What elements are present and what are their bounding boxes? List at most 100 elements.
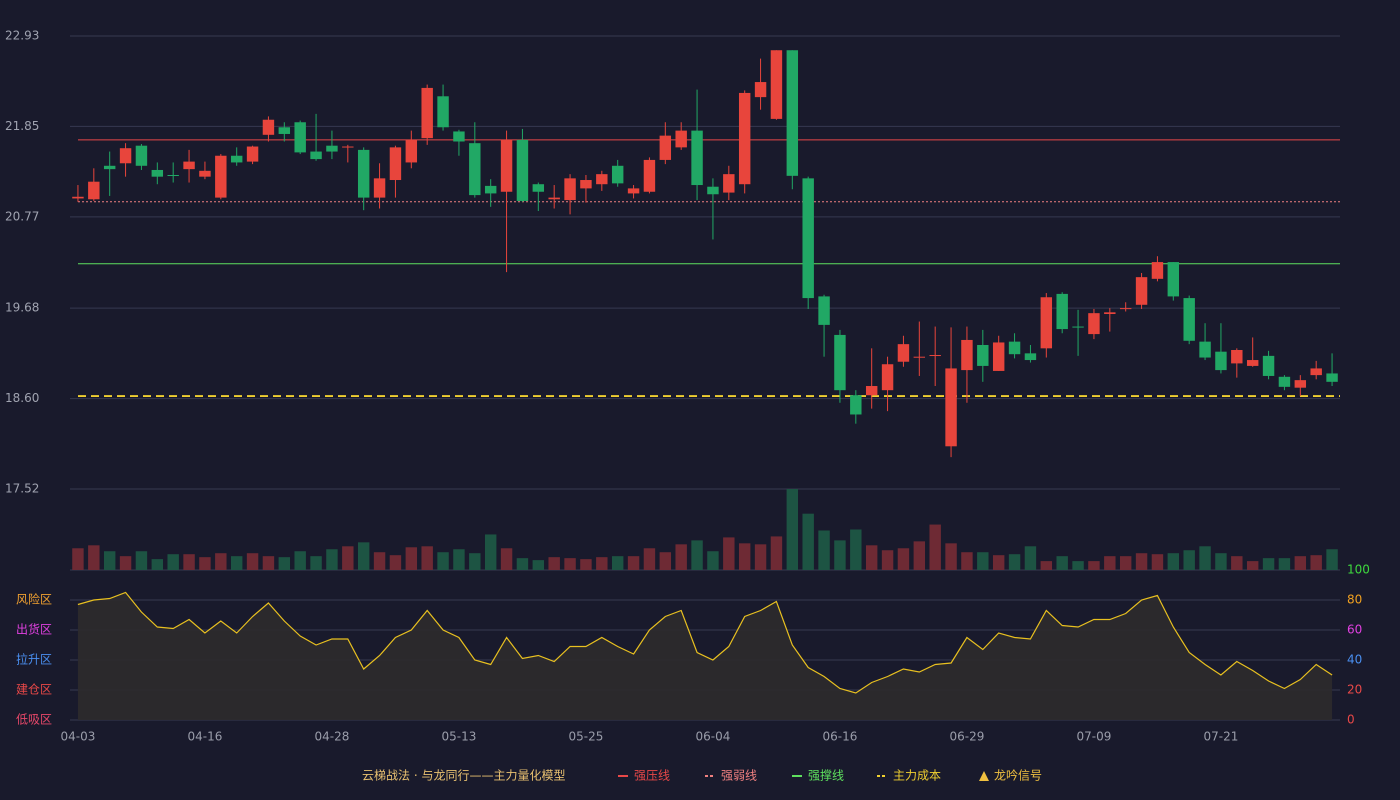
candle-body	[1104, 312, 1116, 314]
volume-bar	[230, 556, 243, 570]
legend-label: 强压线	[634, 769, 670, 783]
legend-symbol	[979, 771, 989, 781]
candle-body	[945, 368, 957, 447]
volume-bar	[215, 553, 227, 570]
candle-body	[786, 50, 799, 176]
osc-line	[77, 591, 1333, 694]
candle-body	[516, 139, 529, 201]
volume-bar	[818, 530, 830, 570]
volume-bar	[691, 540, 703, 570]
volume-bar	[770, 536, 783, 570]
candle-body	[643, 159, 656, 192]
volume-bar	[405, 547, 418, 570]
volume-bar	[913, 541, 926, 570]
candle-body	[1310, 368, 1322, 376]
volume-bar	[596, 557, 608, 570]
candle-body	[1183, 298, 1195, 341]
candle-body	[707, 186, 719, 195]
volume-bar	[342, 546, 354, 570]
candle-body	[215, 155, 227, 198]
candle-body	[691, 130, 703, 186]
zone-label: 出货区	[16, 622, 52, 637]
candle-body	[88, 181, 100, 200]
volume-bar	[88, 545, 100, 570]
candle-body	[326, 145, 338, 152]
candle-body	[1040, 297, 1053, 349]
volume-bar	[850, 529, 862, 570]
volume-bar	[246, 553, 259, 570]
volume-bar	[1088, 561, 1100, 570]
volume-bar	[1040, 561, 1053, 570]
candle-body	[1167, 262, 1180, 297]
x-tick-label: 07-09	[1077, 730, 1112, 744]
legend-label: 主力成本	[893, 769, 941, 783]
volume-bar	[786, 489, 799, 570]
volume-bar	[119, 556, 132, 570]
candle-body	[167, 174, 179, 176]
candle-body	[405, 139, 418, 163]
legend-label: 强撑线	[808, 768, 844, 783]
candle-body	[135, 145, 148, 166]
zone-label: 低吸区	[16, 713, 52, 727]
candle-body	[119, 148, 132, 164]
candle-body	[1278, 376, 1291, 387]
volume-bar	[1199, 546, 1211, 570]
volume-bar	[723, 537, 735, 570]
candle-body	[453, 131, 465, 142]
volume-bar	[659, 552, 672, 570]
volume-bar	[389, 555, 402, 570]
candle-body	[1326, 373, 1338, 382]
x-tick-label: 05-25	[569, 730, 604, 744]
volume-bar	[611, 556, 624, 570]
zone-label: 风险区	[16, 592, 52, 607]
zone-label: 建仓区	[16, 683, 52, 697]
candle-body	[1151, 262, 1164, 279]
candle-body	[992, 342, 1005, 371]
osc-tick-label: 100	[1347, 563, 1370, 577]
volume-bar	[199, 557, 211, 570]
volume-bar	[707, 551, 719, 570]
candle-body	[72, 196, 84, 199]
osc-tick-label: 80	[1347, 593, 1362, 607]
volume-bar	[1294, 556, 1307, 570]
candle-body	[373, 178, 386, 198]
volume-bar	[929, 524, 941, 570]
candle-body	[977, 344, 989, 366]
volume-bar	[437, 552, 449, 570]
x-tick-label: 06-16	[823, 730, 858, 744]
osc-tick-label: 20	[1347, 683, 1362, 697]
candle-body	[437, 96, 449, 128]
volume-bar	[1119, 556, 1132, 570]
candle-body	[596, 174, 608, 185]
volume-bar	[865, 545, 878, 570]
candle-body	[850, 395, 862, 415]
volume-bar	[738, 543, 751, 570]
volume-bar	[183, 554, 195, 570]
candle-body	[723, 174, 735, 193]
volume-bar	[1072, 561, 1084, 570]
legend-label: 强弱线	[721, 769, 757, 783]
candle-body	[1262, 355, 1275, 376]
zone-label: 拉升区	[16, 652, 52, 667]
volume-bar	[1167, 553, 1180, 570]
candle-body	[262, 119, 275, 135]
volume-bar	[834, 540, 846, 570]
volume-bar	[1151, 554, 1164, 570]
candle-body	[1246, 360, 1259, 366]
volume-bar	[643, 548, 656, 570]
x-tick-label: 04-16	[188, 730, 223, 744]
osc-tick-label: 40	[1347, 653, 1362, 667]
volume-bar	[516, 558, 529, 570]
volume-bar	[500, 548, 513, 570]
volume-bar	[802, 513, 814, 570]
candle-body	[230, 155, 243, 163]
candle-body	[580, 180, 592, 189]
candle-body	[484, 185, 497, 194]
volume-bar	[1310, 555, 1322, 570]
candle-body	[834, 334, 846, 391]
legend-label: 龙吟信号	[994, 768, 1042, 783]
candle-body	[818, 296, 830, 325]
volume-bar	[754, 544, 767, 570]
volume-bar	[1231, 556, 1243, 570]
volume-bar	[897, 548, 910, 570]
